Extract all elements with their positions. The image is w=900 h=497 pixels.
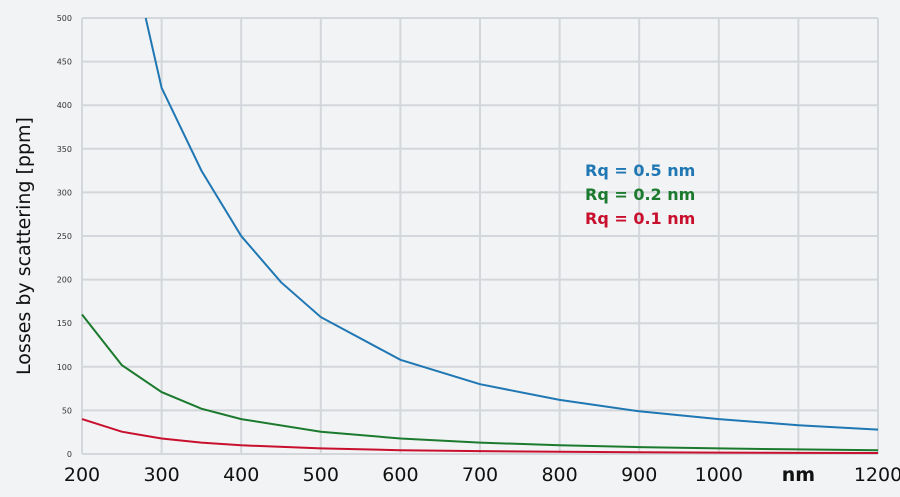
y-tick-label: 100 <box>57 363 72 372</box>
legend-entry: Rq = 0.2 nm <box>585 185 695 204</box>
x-tick-label: 900 <box>621 464 657 486</box>
x-tick-label: 400 <box>223 464 259 486</box>
x-tick-label: 500 <box>303 464 339 486</box>
x-unit-label: nm <box>782 464 815 486</box>
x-tick-label: 200 <box>64 464 100 486</box>
series-line-3 <box>81 418 879 454</box>
y-tick-label: 300 <box>57 188 72 197</box>
series-line-1 <box>144 17 879 431</box>
y-tick-label: 150 <box>57 319 72 328</box>
legend-entry: Rq = 0.5 nm <box>585 161 695 180</box>
y-tick-label: 0 <box>67 450 72 459</box>
y-tick-label: 350 <box>57 145 72 154</box>
x-tick-label: 300 <box>143 464 179 486</box>
x-tick-labels: 200 300 400 500 600 700 800 900 1000 1200 <box>64 464 900 486</box>
y-axis-label: Losses by scattering [ppm] <box>13 117 35 375</box>
x-tick-label: 1000 <box>695 464 743 486</box>
series-line-2 <box>81 313 879 452</box>
y-tick-labels: 0 50 100 150 200 250 300 350 400 450 500 <box>57 14 72 459</box>
y-tick-label: 250 <box>57 232 72 241</box>
x-tick-label: 800 <box>541 464 577 486</box>
x-tick-label: 600 <box>382 464 418 486</box>
y-tick-label: 400 <box>57 101 72 110</box>
x-tick-label: 1200 <box>854 464 900 486</box>
y-tick-label: 200 <box>57 276 72 285</box>
y-tick-label: 500 <box>57 14 72 23</box>
series-lines <box>81 17 879 454</box>
x-tick-label: 700 <box>462 464 498 486</box>
grid <box>81 17 879 455</box>
y-tick-label: 450 <box>57 58 72 67</box>
y-tick-label: 50 <box>62 406 72 415</box>
legend-entry: Rq = 0.1 nm <box>585 209 695 228</box>
legend: Rq = 0.5 nm Rq = 0.2 nm Rq = 0.1 nm <box>585 161 695 228</box>
